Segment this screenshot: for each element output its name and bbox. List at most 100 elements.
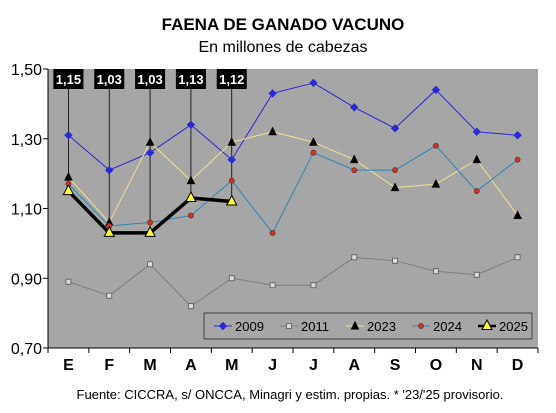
legend: 2009 2011 2023 2024 2025 bbox=[214, 318, 528, 334]
x-tick-label: N bbox=[471, 357, 483, 374]
data-point bbox=[390, 124, 400, 133]
data-point bbox=[186, 120, 196, 130]
data-point bbox=[350, 320, 360, 330]
data-point bbox=[218, 321, 228, 331]
data-point bbox=[309, 78, 318, 88]
data-point bbox=[106, 292, 113, 299]
data-point bbox=[186, 175, 196, 185]
legend-label: 2024 bbox=[433, 319, 462, 334]
data-point bbox=[64, 171, 73, 181]
series-2025 bbox=[62, 183, 238, 237]
data-point bbox=[431, 178, 441, 188]
data-point bbox=[514, 254, 521, 261]
data-point bbox=[269, 282, 276, 289]
data-point bbox=[145, 137, 155, 146]
data-label: 1,12 bbox=[219, 72, 244, 87]
x-tick-label: J bbox=[268, 357, 277, 374]
x-tick-label: J bbox=[309, 357, 318, 374]
callout-box bbox=[53, 69, 84, 89]
x-tick-label: M bbox=[143, 357, 156, 374]
data-point bbox=[188, 303, 194, 310]
data-point bbox=[392, 167, 398, 174]
callout-box bbox=[94, 69, 125, 89]
series-line-2023 bbox=[68, 131, 518, 223]
legend-label: 2009 bbox=[235, 319, 264, 334]
legend-item-2025: 2025 bbox=[478, 318, 528, 334]
x-tick-label: E bbox=[63, 357, 74, 374]
axes: 0,70 0,90 1,10 1,30 1,50 E F M A M J J A S O N D bbox=[11, 62, 539, 374]
callout-box bbox=[175, 69, 206, 89]
legend-item-2023: 2023 bbox=[346, 319, 396, 334]
data-label: 1,03 bbox=[97, 72, 122, 87]
data-point bbox=[433, 268, 439, 275]
callout-box bbox=[216, 69, 247, 89]
data-point bbox=[64, 131, 73, 140]
data-point bbox=[268, 126, 277, 136]
data-point bbox=[472, 154, 482, 164]
x-tick-label: O bbox=[430, 357, 442, 374]
plot-area bbox=[48, 69, 538, 348]
data-point bbox=[147, 219, 153, 226]
legend-item-2009: 2009 bbox=[214, 319, 264, 334]
data-point bbox=[268, 89, 277, 98]
legend-label: 2011 bbox=[301, 319, 329, 334]
data-point bbox=[145, 148, 155, 157]
data-label: 1,13 bbox=[178, 72, 203, 87]
series-2009 bbox=[64, 78, 522, 175]
series-line-2011 bbox=[68, 256, 518, 307]
callouts: 1,15 1,03 1,03 1,13 1,12 bbox=[53, 69, 247, 89]
data-point bbox=[105, 165, 114, 175]
data-point bbox=[286, 323, 292, 329]
callout-box bbox=[135, 69, 166, 89]
data-point bbox=[350, 103, 359, 112]
data-point bbox=[309, 137, 318, 146]
data-point bbox=[62, 183, 75, 196]
data-point bbox=[351, 254, 358, 261]
y-tick-label: 0,90 bbox=[11, 271, 42, 288]
data-label: 1,15 bbox=[56, 72, 81, 87]
data-point bbox=[349, 154, 359, 164]
series-2011 bbox=[65, 254, 521, 310]
series-2024 bbox=[65, 142, 521, 236]
series-2023 bbox=[64, 126, 522, 226]
data-point bbox=[310, 282, 317, 289]
data-point bbox=[431, 85, 441, 95]
series-line-2024 bbox=[68, 145, 518, 234]
chart-subtitle: En millones de cabezas bbox=[199, 39, 368, 56]
y-tick-label: 1,30 bbox=[11, 132, 42, 149]
data-point bbox=[514, 156, 521, 163]
data-point bbox=[390, 182, 400, 192]
data-point bbox=[269, 230, 276, 236]
data-point bbox=[433, 142, 439, 149]
data-point bbox=[185, 190, 197, 203]
legend-label: 2023 bbox=[367, 319, 396, 334]
data-point bbox=[227, 137, 237, 146]
data-label: 1,03 bbox=[137, 72, 162, 87]
data-point bbox=[310, 149, 317, 156]
data-point bbox=[65, 278, 72, 285]
data-point bbox=[227, 155, 236, 164]
legend-item-2011: 2011 bbox=[280, 319, 329, 334]
data-point bbox=[418, 323, 424, 329]
data-point bbox=[473, 188, 480, 194]
data-point bbox=[225, 194, 238, 206]
data-point bbox=[392, 257, 398, 264]
x-tick-label: M bbox=[225, 357, 238, 374]
x-tick-label: D bbox=[512, 357, 524, 374]
data-point bbox=[473, 271, 480, 278]
legend-item-2024: 2024 bbox=[412, 319, 462, 334]
legend-box bbox=[203, 312, 533, 340]
data-point bbox=[481, 318, 493, 330]
legend-label: 2025 bbox=[499, 319, 528, 334]
y-tick-label: 0,70 bbox=[11, 341, 42, 358]
x-tick-label: F bbox=[104, 357, 114, 374]
x-tick-label: S bbox=[390, 357, 401, 374]
data-point bbox=[147, 261, 153, 268]
chart-title: FAENA DE GANADO VACUNO bbox=[162, 15, 405, 34]
source-note: Fuente: CICCRA, s/ ONCCA, Minagri y esti… bbox=[77, 387, 504, 402]
data-point bbox=[188, 212, 194, 219]
x-tick-label: A bbox=[185, 357, 197, 374]
y-tick-label: 1,50 bbox=[11, 62, 42, 79]
data-point bbox=[513, 210, 522, 219]
